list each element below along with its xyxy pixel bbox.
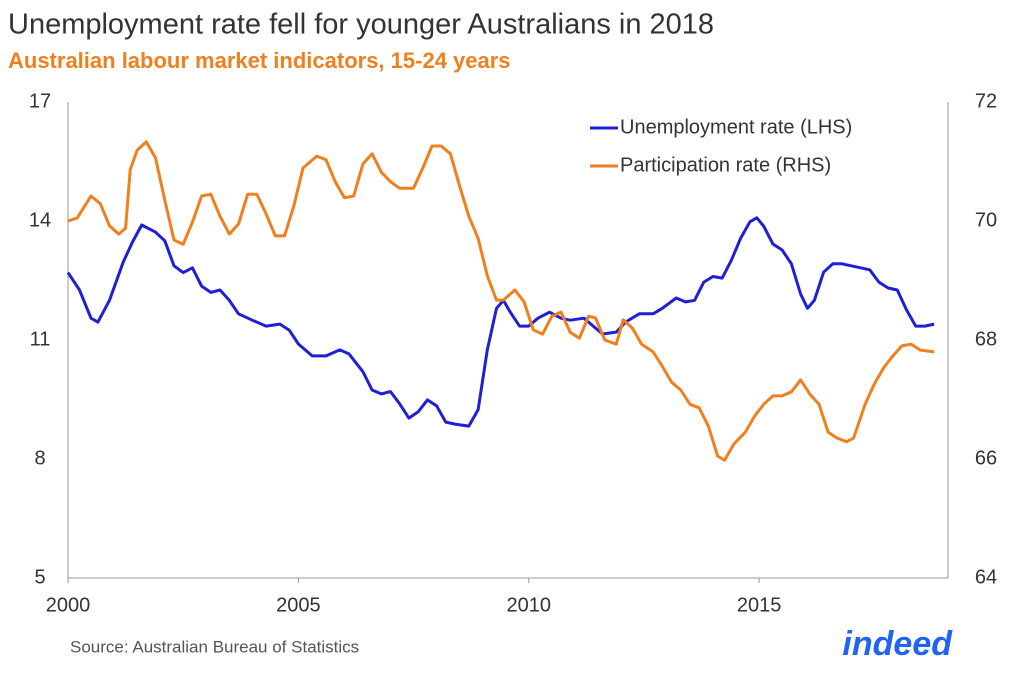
y-tick-label: 8 xyxy=(34,447,45,469)
y-tick-label: 5 xyxy=(34,566,45,588)
data-line xyxy=(67,140,935,462)
y-tick-label: 14 xyxy=(29,209,51,231)
x-tick-label: 2000 xyxy=(46,594,91,616)
x-tick-label: 2010 xyxy=(506,594,551,616)
legend-label: Unemployment rate (LHS) xyxy=(620,116,852,138)
chart-title: Unemployment rate fell for younger Austr… xyxy=(8,9,714,41)
chart-subtitle: Australian labour market indicators, 15-… xyxy=(8,48,511,73)
y-tick-label: 17 xyxy=(29,90,51,112)
x-tick-label: 2005 xyxy=(276,594,321,616)
source-note: Source: Australian Bureau of Statistics xyxy=(70,637,359,656)
y2-tick-label: 72 xyxy=(975,90,997,112)
data-line xyxy=(66,216,935,428)
y2-tick-label: 68 xyxy=(975,328,997,350)
y2-tick-label: 64 xyxy=(975,566,997,588)
y2-tick-label: 66 xyxy=(975,447,997,469)
x-tick-label: 2015 xyxy=(737,594,782,616)
y2-tick-label: 70 xyxy=(975,209,997,231)
y-tick-label: 11 xyxy=(30,328,51,350)
logo: indeed xyxy=(842,625,953,663)
legend-label: Participation rate (RHS) xyxy=(620,154,831,176)
